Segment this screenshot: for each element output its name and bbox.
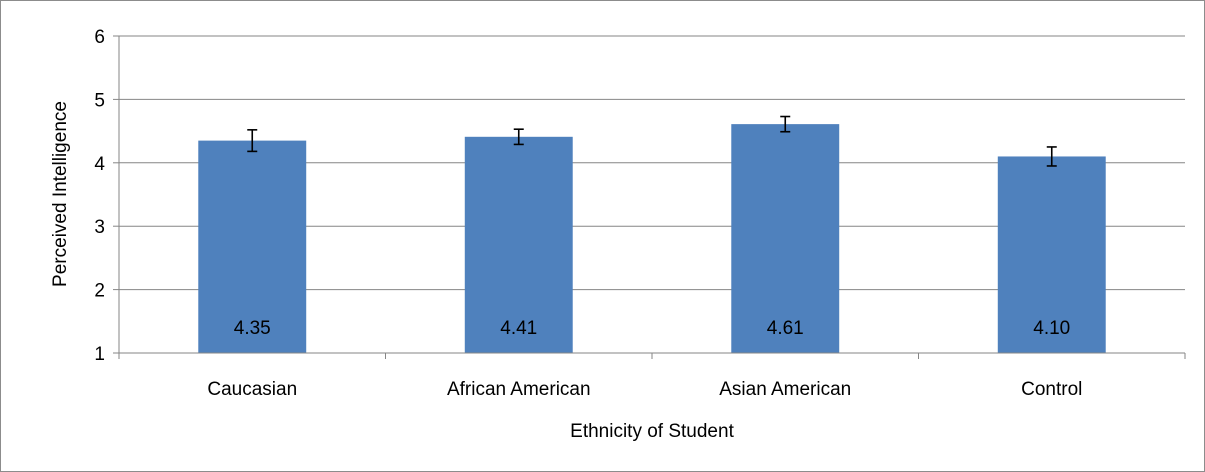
y-axis-title: Perceived Intelligence xyxy=(50,101,71,287)
data-label: 4.61 xyxy=(767,318,804,339)
bar-control xyxy=(997,156,1106,353)
labels: 1 2 3 4 5 6 4.35 Caucasian 4.41 African American 4… xyxy=(94,27,1082,400)
y-tick-label: 4 xyxy=(94,154,105,175)
x-tick-label: Asian American xyxy=(719,379,851,400)
data-label: 4.35 xyxy=(234,318,271,339)
bars xyxy=(198,124,1106,353)
x-tick-label: African American xyxy=(447,379,591,400)
y-tick-label: 2 xyxy=(94,281,105,302)
data-label: 4.10 xyxy=(1033,318,1070,339)
error-bars xyxy=(247,115,1057,167)
x-tick-label: Control xyxy=(1021,379,1082,400)
x-axis-title: Ethnicity of Student xyxy=(570,421,734,442)
bar-caucasian xyxy=(198,140,307,353)
bar-asian-american xyxy=(731,124,840,353)
y-tick-label: 6 xyxy=(94,27,105,48)
data-label: 4.41 xyxy=(500,318,537,339)
x-tick-label: Caucasian xyxy=(207,379,297,400)
bar-african-american xyxy=(464,136,573,353)
y-tick-label: 5 xyxy=(94,90,105,111)
axes xyxy=(113,35,1186,359)
y-tick-label: 1 xyxy=(94,344,105,365)
y-tick-label: 3 xyxy=(94,217,105,238)
